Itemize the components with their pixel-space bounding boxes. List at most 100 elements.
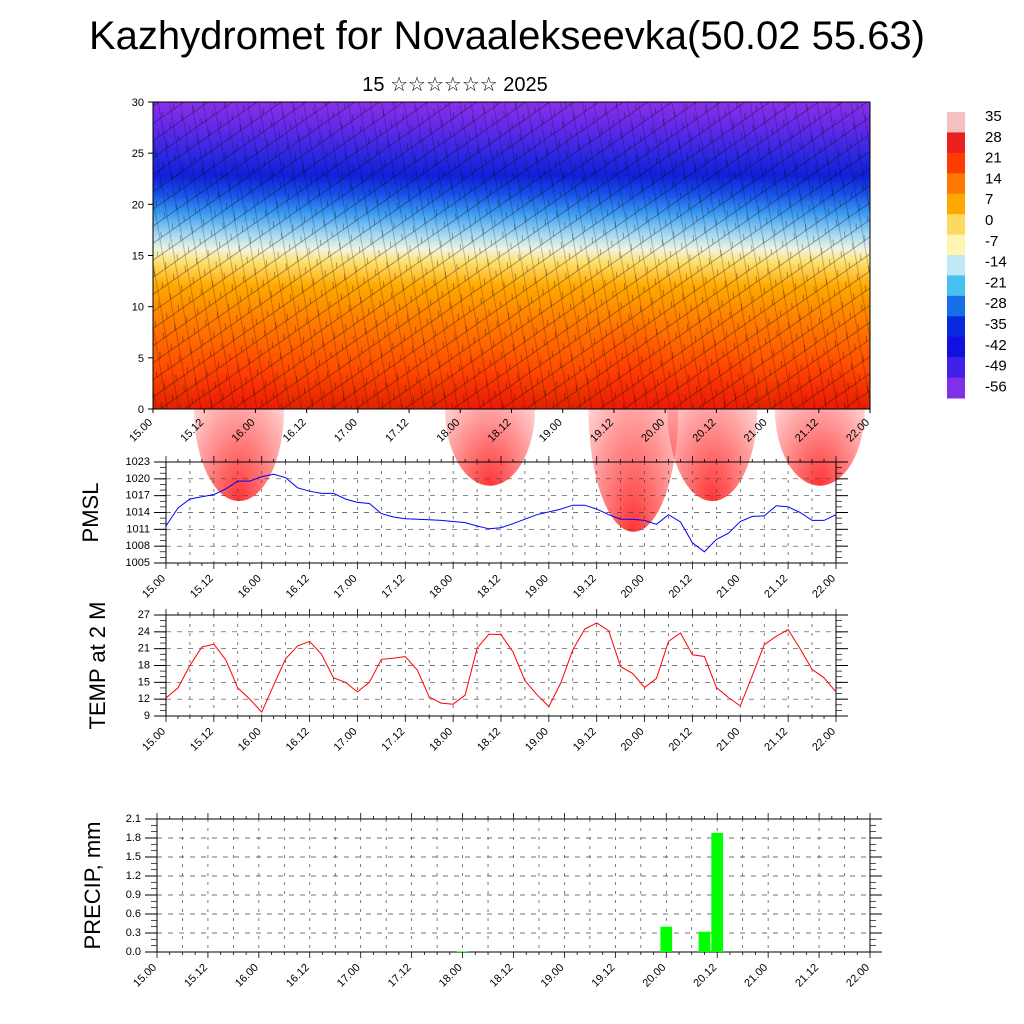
ytick-label: 1005 (126, 557, 150, 569)
xtick-label: 18.12 (475, 726, 503, 754)
xtick-label: 21.00 (714, 573, 742, 601)
xtick-label: 18.00 (427, 726, 455, 754)
xtick-label: 15.12 (188, 726, 216, 754)
xtick-label: 21.00 (742, 962, 770, 990)
xtick-label: 16.12 (281, 417, 309, 445)
colorbar-swatch (947, 173, 965, 195)
colorbar-label: -21 (985, 274, 1007, 291)
colorbar-swatch (947, 112, 965, 133)
precip-bar (711, 832, 724, 952)
colorbar-swatch (947, 152, 965, 174)
xtick-label: 16.12 (284, 962, 312, 990)
xtick-label: 21.12 (762, 726, 790, 754)
colorbar-label: -28 (985, 295, 1007, 312)
xtick-label: 18.12 (488, 962, 516, 990)
ytick-label: 1023 (126, 456, 150, 468)
xtick-label: 21.00 (714, 726, 742, 754)
precip-bar (660, 926, 673, 952)
xtick-label: 19.00 (537, 417, 565, 445)
ytick-label: 0.6 (126, 908, 141, 920)
colorbar-swatch (947, 336, 965, 358)
xtick-label: 15.12 (188, 573, 216, 601)
colorbar-label: -42 (985, 337, 1007, 354)
colorbar-label: -49 (985, 358, 1007, 375)
colorbar-swatch (947, 255, 965, 276)
colorbar-swatch (947, 357, 965, 379)
ytick-label: 15 (132, 251, 144, 263)
ytick-label: 1.2 (126, 870, 141, 882)
ytick-label: 1020 (126, 473, 150, 485)
page-subtitle: 15 ☆☆☆☆☆☆ 2025 (362, 74, 548, 96)
ytick-label: 20 (132, 199, 144, 211)
pmsl-line (165, 473, 837, 553)
colorbar-swatch (947, 193, 965, 215)
xtick-label: 16.00 (236, 573, 264, 601)
colorbar-label: 28 (985, 129, 1002, 146)
xtick-label: 17.12 (379, 726, 407, 754)
ytick-label: 9 (144, 710, 150, 722)
xtick-label: 21.12 (793, 962, 821, 990)
xtick-label: 22.00 (844, 962, 872, 990)
colorbar-label: 21 (985, 150, 1002, 167)
yaxis-title: PRECIP, mm (80, 822, 105, 950)
precip-panel: 0.0 0.3 0.6 0.9 1.2 1.5 1.8 2.1 15.00 15.12 16.00 1… (80, 813, 882, 990)
ytick-label: 1011 (126, 523, 150, 535)
xtick-label: 20.00 (619, 573, 647, 601)
colorbar-label: -56 (985, 378, 1007, 395)
page-title: Kazhydromet for Novaalekseevka(50.02 55.… (88, 14, 925, 58)
xtick-label: 18.12 (475, 573, 503, 601)
ytick-label: 1008 (126, 540, 150, 552)
ytick-label: 12 (138, 693, 150, 705)
colorbar-swatch (947, 234, 965, 256)
xtick-label: 21.12 (762, 573, 790, 601)
xtick-label: 19.12 (571, 573, 599, 601)
xtick-label: 17.00 (332, 417, 360, 445)
ytick-label: 24 (138, 626, 150, 638)
precip-bar (456, 951, 469, 952)
xtick-label: 16.00 (236, 726, 264, 754)
precip-bar (698, 931, 711, 952)
xtick-label: 17.12 (383, 417, 411, 445)
temp-line (165, 622, 837, 713)
xtick-label: 17.12 (379, 573, 407, 601)
colorbar-label: 35 (985, 108, 1002, 125)
xtick-label: 15.12 (182, 962, 210, 990)
colorbar-label: -7 (985, 233, 998, 250)
xtick-label: 19.00 (539, 962, 567, 990)
xtick-label: 15.00 (140, 726, 168, 754)
ytick-label: 0.3 (126, 927, 141, 939)
xtick-label: 20.12 (691, 962, 719, 990)
colorbar-swatch (947, 295, 965, 317)
ytick-label: 15 (138, 676, 150, 688)
colorbar-swatch (947, 132, 965, 154)
xtick-label: 20.12 (667, 726, 695, 754)
xtick-label: 19.00 (523, 573, 551, 601)
colorbar-swatch (947, 275, 965, 297)
xtick-label: 20.12 (667, 573, 695, 601)
ytick-label: 27 (138, 609, 150, 621)
xtick-label: 19.00 (523, 726, 551, 754)
yaxis-title: TEMP at 2 M (85, 602, 110, 730)
temp-panel: 9 12 15 18 21 24 27 15.00 15.12 16.00 16.12 17.00 17… (85, 602, 848, 754)
xtick-label: 17.00 (332, 573, 360, 601)
xtick-label: 19.12 (571, 726, 599, 754)
xtick-label: 20.00 (619, 726, 647, 754)
ytick-label: 1017 (126, 490, 150, 502)
ytick-label: 21 (138, 643, 150, 655)
xtick-label: 15.00 (127, 417, 155, 445)
ytick-label: 1014 (126, 507, 150, 519)
xtick-label: 22.00 (810, 726, 838, 754)
xtick-label: 17.12 (386, 962, 414, 990)
ytick-label: 5 (138, 353, 144, 365)
ytick-label: 25 (132, 148, 144, 160)
ytick-label: 1.5 (126, 851, 141, 863)
colorbar-label: 0 (985, 212, 993, 229)
xtick-label: 16.12 (284, 726, 312, 754)
colorbar: 35 28 21 14 7 0 -7 -14 -21 -28 -35 -42 -49 -56 (947, 108, 1007, 399)
ytick-label: 1.8 (126, 832, 141, 844)
xtick-label: 18.00 (437, 962, 465, 990)
xtick-label: 17.00 (332, 726, 360, 754)
ytick-label: 30 (132, 97, 144, 109)
